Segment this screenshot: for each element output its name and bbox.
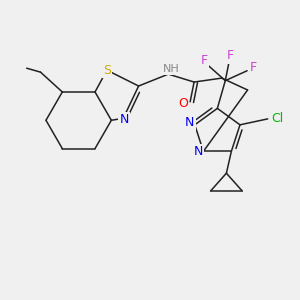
Text: N: N <box>185 116 194 129</box>
Text: N: N <box>194 145 203 158</box>
Text: NH: NH <box>163 64 180 74</box>
Text: F: F <box>250 61 256 74</box>
Text: N: N <box>120 113 129 126</box>
Text: Cl: Cl <box>272 112 284 125</box>
Text: F: F <box>201 54 208 67</box>
Text: S: S <box>103 64 111 77</box>
Text: F: F <box>227 50 234 62</box>
Text: O: O <box>178 98 188 110</box>
